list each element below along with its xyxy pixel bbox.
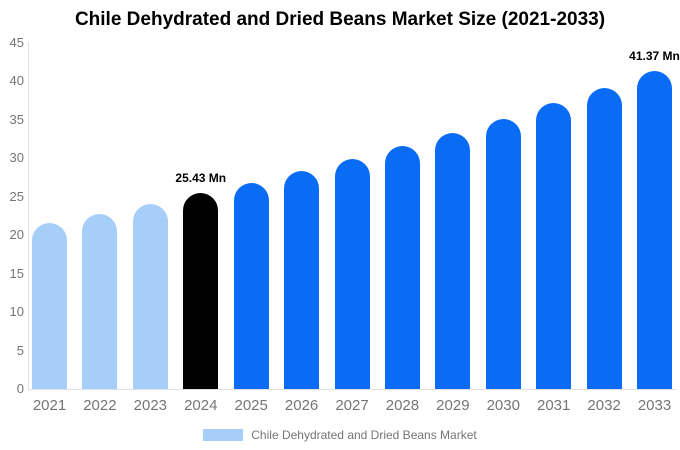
y-tick-label-30: 30 [9,150,24,166]
y-tick-label-10: 10 [9,304,24,320]
x-tick-label-2023: 2023 [133,397,168,414]
y-axis-line [28,42,29,389]
x-tick-label-2026: 2026 [284,397,319,414]
x-tick-label-2028: 2028 [385,397,420,414]
x-tick-label-2027: 2027 [335,397,369,414]
y-tick-label-40: 40 [9,73,24,89]
y-tick-label-15: 15 [9,265,24,281]
data-label-2033: 41.37 Mn [629,48,680,63]
x-tick-label-2025: 2025 [234,397,268,414]
x-tick-label-2024: 2024 [184,397,218,414]
x-tick-label-2030: 2030 [486,397,520,414]
x-tick-label-2032: 2032 [587,397,621,414]
bar-2026[interactable] [284,171,320,389]
x-tick-label-2033: 2033 [637,397,672,414]
bar-2030[interactable] [485,118,521,389]
bar-2024[interactable] [183,193,219,389]
y-tick-label-0: 0 [16,381,24,396]
bar-2027[interactable] [334,159,370,389]
bar-2033[interactable] [637,70,673,389]
y-tick-label-25: 25 [9,188,24,204]
bar-2025[interactable] [233,182,269,389]
y-tick-label-45: 45 [9,35,24,50]
x-tick-label-2022: 2022 [83,397,117,414]
y-tick-label-35: 35 [9,111,24,127]
x-tick-label-2021: 2021 [32,397,67,414]
bar-2022[interactable] [82,213,118,389]
data-label-2024: 25.43 Mn [175,171,227,186]
x-tick-label-2029: 2029 [436,397,470,414]
bar-2032[interactable] [586,87,622,389]
x-axis-line [28,389,676,390]
legend-item[interactable]: Chile Dehydrated and Dried Beans Market [0,426,680,444]
bar-2028[interactable] [384,146,420,389]
x-tick-label-2031: 2031 [537,397,571,414]
bar-2023[interactable] [132,203,168,389]
bar-2029[interactable] [435,132,471,389]
y-tick-label-5: 5 [16,342,24,358]
bar-2021[interactable] [32,222,67,389]
bar-2031[interactable] [536,103,572,389]
chart-title: Chile Dehydrated and Dried Beans Market … [74,9,606,30]
y-tick-label-20: 20 [9,227,24,243]
legend-label: Chile Dehydrated and Dried Beans Market [251,428,477,442]
legend-swatch [203,429,244,441]
